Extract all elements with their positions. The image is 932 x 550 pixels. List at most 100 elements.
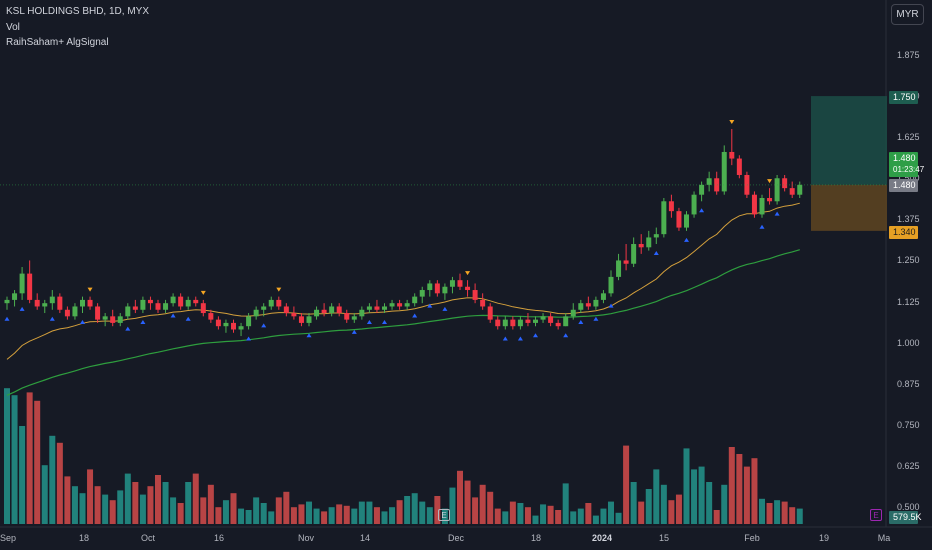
candle-body [691, 194, 697, 215]
volume-bar [87, 469, 94, 524]
volume-bar [207, 484, 214, 524]
volume-bar [245, 510, 252, 524]
time-tick-label: 18 [78, 533, 90, 543]
volume-bar [532, 515, 539, 524]
volume-bar [796, 508, 803, 524]
candle-body [751, 194, 757, 215]
buy-signal-marker [80, 320, 85, 325]
buy-signal-marker [140, 320, 146, 325]
buy-signal-marker [49, 316, 55, 321]
volume-bar [419, 501, 426, 524]
price-tick-label: 0.875 [897, 378, 920, 389]
volume-bar [781, 501, 788, 524]
entry-price-tag: 1.480 [889, 179, 918, 192]
candle-body [744, 174, 750, 195]
volume-bar [351, 508, 358, 524]
volume-bar [721, 484, 728, 524]
time-tick-label: Oct [140, 533, 156, 543]
earnings-event-icon[interactable]: E [438, 509, 450, 521]
candle-body [163, 303, 169, 310]
volume-bar [366, 501, 373, 524]
stop-price-tag: 1.340 [889, 226, 918, 239]
volume-bar [668, 500, 675, 524]
volume-bar [238, 508, 245, 524]
sell-signal-marker [200, 290, 206, 295]
volume-bar [230, 493, 237, 524]
candle-body [449, 280, 455, 287]
volume-bar [494, 508, 501, 524]
volume-bar [638, 501, 645, 524]
upcoming-earnings-icon[interactable]: E [870, 509, 882, 521]
volume-bar [336, 504, 343, 524]
currency-button[interactable]: MYR [891, 4, 924, 25]
candle-body [585, 303, 591, 307]
volume-bar [358, 501, 365, 524]
volume-bar [743, 466, 750, 524]
sell-signal-marker [465, 271, 471, 276]
volume-bar [683, 448, 690, 524]
volume-bar [426, 507, 433, 524]
candle-body [291, 313, 297, 317]
volume-bar [139, 494, 146, 524]
candle-body [789, 188, 795, 195]
sell-signal-marker [729, 119, 735, 124]
signal-indicator-label[interactable]: RaihSaham+ AlgSignal [6, 37, 109, 48]
volume-bar [79, 493, 86, 524]
buy-signal-marker [4, 316, 10, 321]
volume-bar [653, 469, 660, 524]
buy-signal-marker [382, 320, 387, 325]
candle-body [329, 306, 335, 314]
stop-zone [811, 184, 887, 231]
candle-body [661, 201, 667, 235]
candle-body [472, 290, 478, 300]
time-tick-label: 18 [530, 533, 542, 543]
candle-body [200, 303, 206, 314]
volume-indicator-label[interactable]: Vol [6, 22, 20, 33]
buy-signal-marker [306, 333, 312, 338]
volume-bar [713, 510, 720, 524]
volume-bar [691, 469, 698, 524]
volume-bar [457, 470, 463, 524]
candle-body [382, 306, 387, 310]
volume-bar [540, 504, 547, 524]
candle-body [623, 260, 629, 264]
candle-body [555, 322, 561, 327]
candle-body [563, 316, 569, 327]
candle-body [684, 214, 689, 228]
candle-body [87, 299, 93, 307]
volume-bar [147, 486, 154, 524]
volume-bar [449, 487, 456, 524]
candle-body [774, 178, 780, 202]
volume-bar [592, 515, 599, 524]
volume-bar [759, 498, 765, 524]
volume-bar [736, 454, 743, 524]
candle-body [578, 303, 584, 310]
volume-bar [675, 494, 682, 524]
candle-body [457, 280, 463, 287]
volume-bar [306, 501, 312, 524]
candle-body [593, 299, 599, 307]
candle-body [140, 299, 146, 310]
volume-bar [396, 500, 403, 524]
candle-body [95, 306, 101, 320]
volume-bar [275, 497, 282, 524]
volume-bar [645, 489, 652, 524]
volume-bar [502, 511, 509, 524]
volume-bar [509, 501, 516, 524]
volume-bar [56, 442, 63, 524]
volume-bar [268, 511, 275, 524]
volume-bar [472, 497, 479, 524]
volume-bar [630, 482, 637, 524]
candle-body [4, 299, 10, 304]
volume-bar [441, 508, 448, 524]
volume-bar [751, 458, 758, 524]
candle-body [19, 273, 25, 294]
symbol-title[interactable]: KSL HOLDINGS BHD, 1D, MYX [6, 6, 149, 17]
volume-bar [343, 505, 350, 524]
price-tick-label: 1.250 [897, 255, 920, 266]
volume-bar [562, 483, 569, 524]
candle-body [736, 158, 742, 175]
candle-body [631, 244, 637, 264]
volume-bar [555, 510, 562, 524]
